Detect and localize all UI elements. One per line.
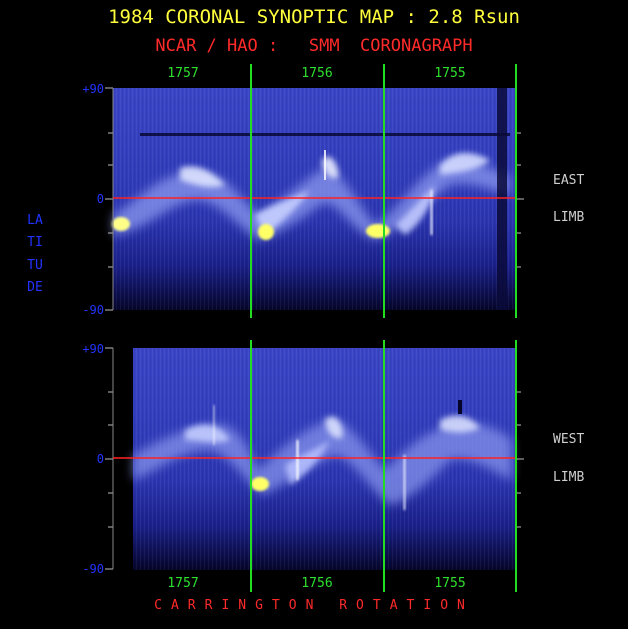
west-label: WEST bbox=[553, 432, 585, 447]
lat-tick-bottom-plus90: +90 bbox=[82, 342, 104, 356]
lat-tick-top-minus90: -90 bbox=[82, 303, 104, 317]
lat-tick-bottom-minus90: -90 bbox=[82, 562, 104, 576]
lat-tick-top-0: 0 bbox=[96, 192, 104, 206]
east-label: EAST bbox=[553, 173, 585, 188]
rotation-label-bottom-2: 1756 bbox=[301, 576, 333, 591]
rotation-label-top-1: 1757 bbox=[167, 66, 199, 81]
latitude-axis-label: LATITUDE bbox=[27, 213, 43, 295]
lat-tick-bottom-0: 0 bbox=[96, 452, 104, 466]
west-limb-panel bbox=[133, 348, 516, 570]
map-title: 1984 CORONAL SYNOPTIC MAP : 2.8 Rsun bbox=[108, 6, 520, 28]
rotation-label-top-3: 1755 bbox=[434, 66, 466, 81]
east-limb-panel bbox=[112, 88, 516, 310]
carrington-rotation-label: CARRINGTON ROTATION bbox=[154, 598, 474, 613]
west-limb-label: LIMB bbox=[553, 470, 585, 485]
east-limb-label: LIMB bbox=[553, 210, 585, 225]
rotation-label-bottom-3: 1755 bbox=[434, 576, 466, 591]
lat-tick-top-plus90: +90 bbox=[82, 82, 104, 96]
rotation-label-bottom-1: 1757 bbox=[167, 576, 199, 591]
rotation-label-top-2: 1756 bbox=[301, 66, 333, 81]
rotation-boundaries bbox=[250, 64, 517, 592]
map-subtitle: NCAR / HAO : SMM CORONAGRAPH bbox=[155, 36, 473, 56]
